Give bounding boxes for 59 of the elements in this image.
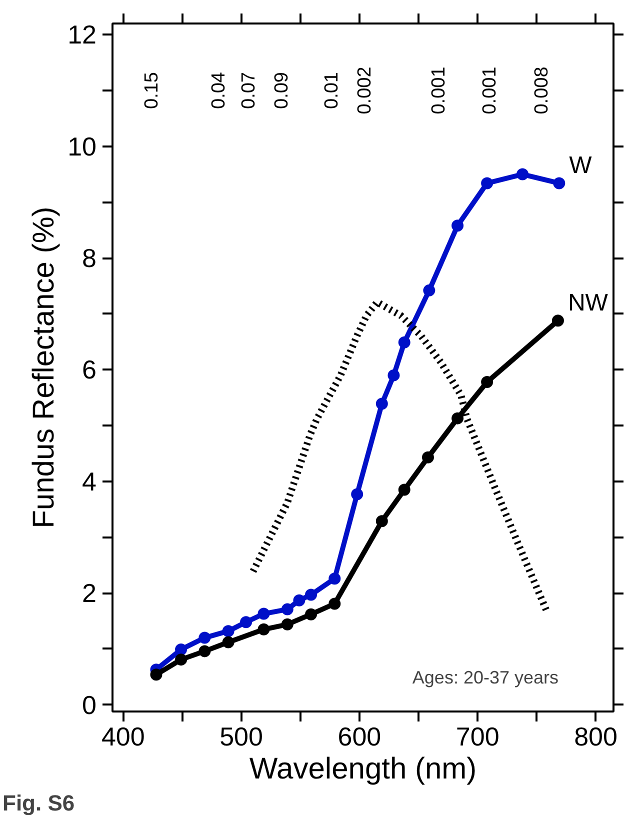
point (552, 314, 564, 327)
point (198, 632, 211, 644)
annotation: 0.01 (322, 72, 342, 109)
point (198, 645, 211, 658)
point (481, 177, 494, 190)
point (516, 168, 529, 180)
point (175, 654, 188, 666)
y-axis-title: Fundus Reflectance (%) (28, 206, 61, 528)
y-tick-label: 4 (82, 466, 97, 496)
x-tick-label: 400 (101, 722, 145, 752)
annotation: 0.09 (272, 72, 292, 109)
point (398, 336, 410, 348)
annotation: 0.008 (532, 66, 552, 114)
point (376, 398, 388, 410)
x-tick-label: 500 (220, 722, 263, 752)
annotation: Ages: 20-37 years (412, 668, 559, 688)
point (328, 598, 341, 610)
point (388, 369, 400, 382)
point (240, 616, 252, 628)
point (281, 603, 294, 616)
y-tick-label: 2 (82, 578, 97, 608)
legend-label: NW (568, 290, 608, 317)
x-tick-label: 800 (574, 722, 618, 752)
annotation: 0.002 (354, 66, 376, 114)
series-label: W (569, 152, 592, 180)
x-axis-title: Wavelength (nm) (249, 752, 477, 786)
caption: Fig. S6 (2, 790, 75, 815)
point (553, 177, 566, 190)
point (481, 376, 494, 388)
point (150, 668, 162, 681)
y-tick-label: 10 (68, 131, 96, 162)
point (452, 412, 464, 424)
annotation: 0.001 (428, 66, 450, 114)
point (258, 608, 270, 620)
point (452, 220, 464, 232)
y-tick-label: 0 (82, 690, 97, 720)
point (423, 284, 436, 296)
y-tick-label: 8 (82, 243, 97, 274)
annotation: 0.001 (480, 66, 500, 114)
x-tick-label: 600 (338, 722, 382, 752)
point (222, 625, 234, 638)
point (351, 488, 364, 500)
y-tick-label: 12 (68, 20, 96, 50)
point (222, 636, 234, 648)
point (376, 515, 388, 528)
point (398, 484, 410, 496)
point (175, 644, 188, 656)
point (305, 608, 318, 620)
y-tick-label: 6 (82, 354, 97, 385)
point (293, 594, 306, 606)
point (328, 572, 341, 585)
annotation: 0.04 (208, 72, 230, 109)
x-tick-label: 700 (456, 722, 500, 752)
point (422, 451, 434, 464)
point (258, 623, 270, 636)
point (281, 618, 294, 630)
annotation: 0.15 (142, 72, 162, 109)
point (305, 588, 318, 601)
annotation: 0.07 (238, 72, 260, 109)
